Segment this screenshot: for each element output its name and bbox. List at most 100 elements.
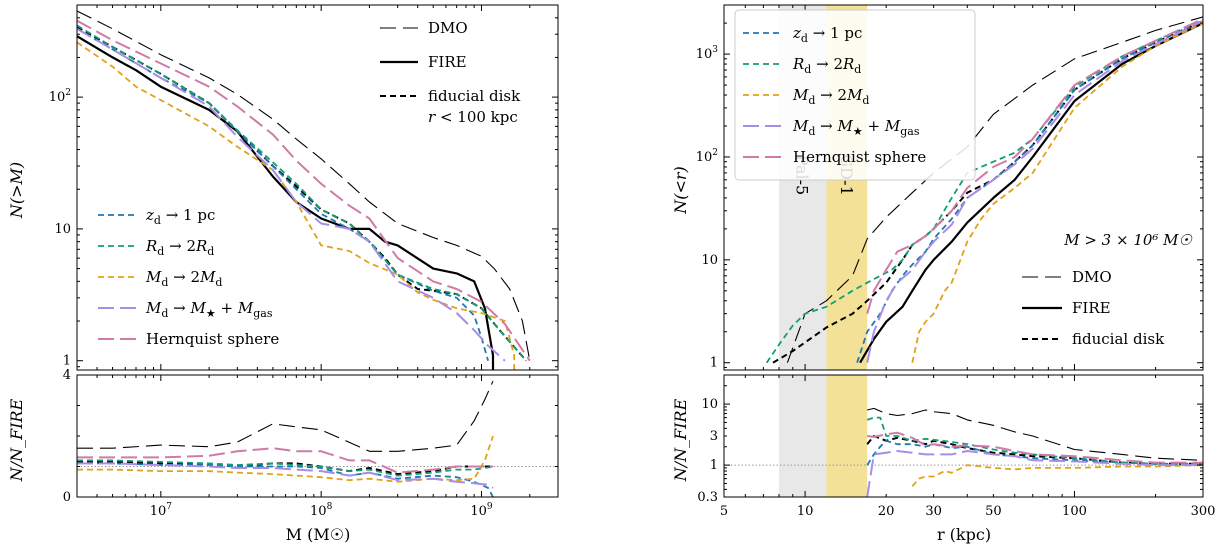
y-tick-label: 1 <box>710 458 718 473</box>
legend-label-part: z <box>145 206 154 224</box>
legend-label: r < 100 kpc <box>428 108 518 126</box>
legend-label-part: → 2 <box>811 55 843 73</box>
legend-label-part: d <box>161 307 168 320</box>
legend-label: FIRE <box>1072 299 1111 317</box>
series-line-hernquist-sphere <box>866 17 1203 314</box>
legend-label-part: M <box>145 299 162 317</box>
left-ylabel: N(>M) <box>7 162 26 219</box>
legend-label-part: M <box>792 117 809 135</box>
legend-label: Md → M★ + Mgas <box>792 117 920 138</box>
axes-frame <box>76 4 559 371</box>
x-tick-label: 5 <box>720 504 728 519</box>
legend-label: Rd → 2Rd <box>145 237 214 258</box>
legend-label-part: R <box>792 55 804 73</box>
series-line-hernquist-sphere <box>77 19 531 362</box>
legend-label-part: M <box>237 299 254 317</box>
right-bottom-ylabel: N/N_FIRE <box>671 398 690 482</box>
series-line-hernquist-sphere <box>867 431 1203 464</box>
legend-label: FIRE <box>428 53 467 71</box>
series-line-dmo <box>786 16 1203 363</box>
legend-label: fiducial disk <box>1072 330 1165 348</box>
legend-label-part: R <box>195 237 207 255</box>
legend-label-part: gas <box>900 125 920 138</box>
series-line-hernquist-sphere <box>77 447 493 474</box>
x-tick-label: 108 <box>310 502 333 519</box>
panel-right-bottom: 0.3 1 3 10 5 10 20 30 50 100 300 <box>697 374 1216 519</box>
x-tick-label: 30 <box>925 504 942 519</box>
legend-label-part: → 2 <box>164 237 196 255</box>
legend-label-part: ★ <box>206 307 216 320</box>
legend-label-part: d <box>808 94 815 107</box>
y-tick-label: 103 <box>696 45 719 62</box>
legend-label-part: → <box>815 117 837 135</box>
tick-exponent: 7 <box>166 502 172 512</box>
series-line-m-d-2m-d <box>77 41 516 370</box>
x-tick-label: 300 <box>1191 504 1216 519</box>
legend-label-part: → 2 <box>815 86 847 104</box>
legend-label-part: R <box>842 55 854 73</box>
legend-label-part: d <box>862 94 869 107</box>
left-xlabel: M (M☉) <box>286 525 351 544</box>
legend-label: Hernquist sphere <box>146 330 279 348</box>
series-group <box>77 380 495 497</box>
y-tick-label: 1 <box>710 356 718 371</box>
series-line-z-d-1-pc <box>77 28 489 361</box>
legend-label: DMO <box>1072 268 1112 286</box>
plot-area: 11010204107108109110102103Pal-5GD-10.313… <box>49 4 1216 519</box>
legend-label: fiducial disk <box>428 87 521 105</box>
legend-label-part: M <box>145 268 162 286</box>
series-line-r-d-2r-d <box>77 459 495 477</box>
legend-label: zd → 1 pc <box>792 24 862 45</box>
legend-label-part: z <box>792 24 801 42</box>
legend-label-part: d <box>215 276 222 289</box>
series-line-r-d-2r-d <box>77 24 527 362</box>
x-tick-label: 107 <box>150 502 173 519</box>
y-tick-label: 10 <box>701 397 718 412</box>
y-tick-label: 10 <box>54 222 71 237</box>
legend-label-part: d <box>161 276 168 289</box>
legend-label-part: d <box>801 32 808 45</box>
panel-left-bottom: 0 4 107 108 109 <box>63 368 559 519</box>
legend-label-part: d <box>154 214 161 227</box>
tick-exponent: 9 <box>487 502 493 512</box>
series-line-fire <box>859 22 1203 364</box>
mass-threshold-annotation: M > 3 × 10⁶ M☉ <box>1063 231 1192 249</box>
tick-exponent: 8 <box>327 502 333 512</box>
legend-label-part: + <box>863 117 885 135</box>
legend-label-part: → 1 pc <box>808 24 862 42</box>
series-line-m-d-m-m-gas <box>866 450 1203 497</box>
legend-label: Hernquist sphere <box>793 148 926 166</box>
legend-label-part: d <box>157 245 164 258</box>
legend-label-part: < 100 kpc <box>435 108 518 126</box>
legend-label-part: M <box>884 117 901 135</box>
legend-label: Rd → 2Rd <box>792 55 861 76</box>
legend-label: Md → M★ + Mgas <box>145 299 273 320</box>
y-tick-label: 102 <box>696 148 718 165</box>
x-tick-label: 109 <box>470 502 493 519</box>
legend-label-part: d <box>804 63 811 76</box>
x-tick-label: 10 <box>797 504 814 519</box>
tick-exponent: 2 <box>65 88 71 98</box>
legend-box <box>734 9 976 181</box>
series-line-m-d-2m-d <box>911 464 1203 487</box>
legend-label-part: + <box>216 299 238 317</box>
series-line-m-d-m-m-gas <box>866 20 1203 363</box>
axes-frame <box>76 374 559 498</box>
left-bottom-ylabel: N/N_FIRE <box>7 398 26 482</box>
series-line-dmo <box>77 380 494 452</box>
y-tick-label: 1 <box>63 354 71 369</box>
series-group <box>866 407 1203 497</box>
x-tick-label: 100 <box>1062 504 1087 519</box>
series-line-dmo <box>867 407 1203 461</box>
series-line-dmo <box>77 10 531 361</box>
y-tick-label: 10 <box>701 253 718 268</box>
panel-left-top: 1 10 102 <box>49 4 559 371</box>
legend-label-part: → <box>168 299 190 317</box>
legend-label: DMO <box>428 19 468 37</box>
x-tick-label: 20 <box>878 504 895 519</box>
legend-label-part: M <box>837 117 854 135</box>
static-labels: N(>M) N/N_FIRE M (M☉) N(<r) N/N_FIRE r (… <box>7 162 1193 544</box>
legend-label-part: ★ <box>853 125 863 138</box>
right-ylabel: N(<r) <box>671 166 690 215</box>
